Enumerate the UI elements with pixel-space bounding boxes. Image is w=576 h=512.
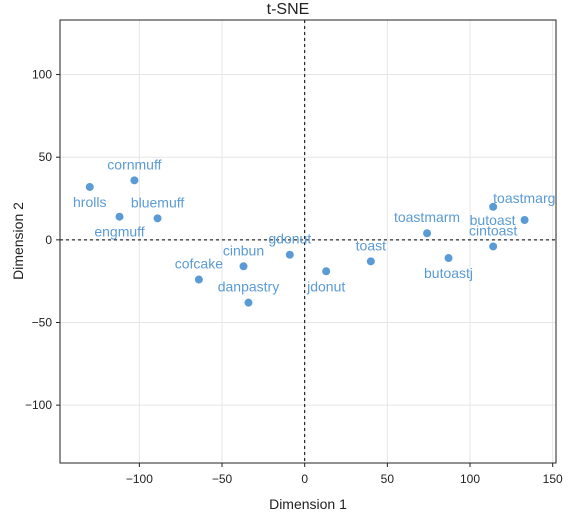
y-tick-label: −50 (32, 315, 53, 329)
point-label-danpastry: danpastry (218, 279, 279, 295)
data-point-bluemuff (153, 214, 162, 223)
data-point-butoast (520, 216, 529, 225)
axis-ticks: −100 −50 0 50 100 150 100 50 0 −50 −100 (25, 68, 563, 486)
y-tick-label: 50 (39, 150, 53, 164)
x-tick-label: 0 (301, 472, 308, 486)
data-point-hrolls (85, 182, 94, 191)
reference-lines (60, 20, 556, 463)
data-point-cornmuff (130, 176, 139, 185)
data-point-toastmarg (489, 202, 498, 211)
data-point-toast (366, 257, 375, 266)
data-point-labels: hrolls cornmuff engmuff bluemuff cofcakecinb… (73, 156, 555, 294)
data-points (85, 176, 529, 307)
point-label-cinbun: cinbun (223, 242, 264, 258)
data-point-cintoast (489, 242, 498, 251)
data-point-engmuff (115, 212, 124, 221)
point-label-hrolls: hrolls (73, 194, 106, 210)
data-point-cinbun (239, 262, 248, 271)
data-point-gdonut (285, 250, 294, 259)
point-label-toast: toast (356, 237, 386, 253)
x-tick-label: −50 (212, 472, 233, 486)
data-point-butoastj (444, 254, 453, 263)
point-label-butoast: butoast (470, 212, 516, 228)
x-tick-label: 100 (460, 472, 480, 486)
data-point-jdonut (322, 267, 331, 276)
point-label-butoastj: butoastj (424, 265, 473, 281)
x-tick-label: −100 (126, 472, 153, 486)
data-point-danpastry (244, 298, 253, 307)
point-label-bluemuff: bluemuff (131, 194, 185, 210)
y-tick-label: −100 (25, 398, 52, 412)
data-point-cofcake (194, 275, 203, 284)
point-label-gdonut: gdonut (268, 231, 311, 247)
point-label-jdonut: jdonut (306, 278, 345, 294)
x-tick-label: 50 (381, 472, 395, 486)
data-point-toastmarm (423, 229, 432, 238)
point-label-cornmuff: cornmuff (107, 156, 161, 172)
point-label-engmuff: engmuff (94, 224, 144, 240)
y-axis-label: Dimension 2 (10, 202, 26, 280)
y-tick-label: 0 (45, 233, 52, 247)
point-label-toastmarm: toastmarm (394, 209, 460, 225)
chart-title: t-SNE (267, 1, 310, 18)
point-label-cintoast: cintoast (469, 222, 517, 238)
x-axis-label: Dimension 1 (269, 496, 347, 512)
point-label-toastmarg: toastmarg (493, 190, 555, 206)
plot-area-frame (59, 19, 557, 464)
x-tick-label: 150 (543, 472, 563, 486)
point-label-cofcake: cofcake (175, 256, 223, 272)
y-tick-label: 100 (32, 68, 52, 82)
